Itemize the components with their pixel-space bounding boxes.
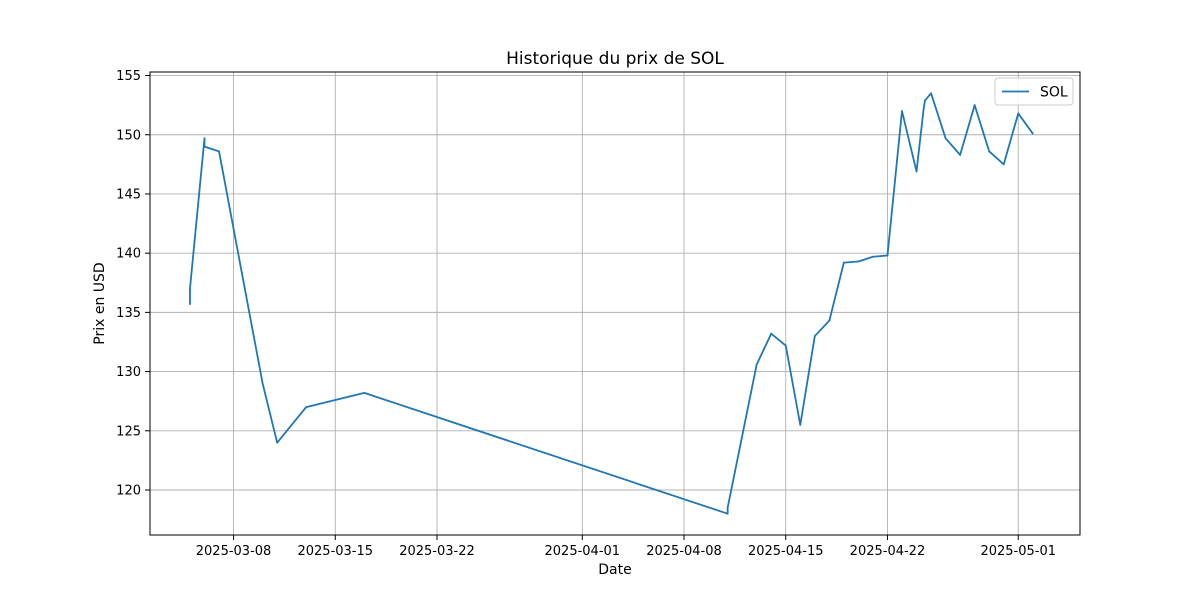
data-point bbox=[770, 332, 773, 335]
axis-ticks: 2025-03-08 2025-03-15 2025-03-22 2025-04-01… bbox=[116, 69, 1056, 559]
plot-frame bbox=[149, 71, 1081, 536]
data-point bbox=[944, 137, 947, 140]
data-point bbox=[218, 150, 220, 153]
data-point bbox=[988, 150, 991, 153]
data-point bbox=[799, 423, 802, 426]
data-point bbox=[726, 506, 729, 509]
data-point bbox=[1017, 112, 1020, 115]
y-tick-label: 135 bbox=[116, 306, 141, 321]
data-point bbox=[828, 319, 831, 322]
data-point bbox=[363, 392, 366, 394]
data-point bbox=[872, 255, 874, 258]
y-tick-label: 125 bbox=[116, 424, 141, 439]
grid-lines bbox=[150, 72, 1080, 535]
x-tick-label: 2025-04-15 bbox=[748, 544, 824, 559]
x-tick-label: 2025-04-22 bbox=[850, 544, 926, 559]
y-axis-label: Prix en USD bbox=[92, 262, 108, 344]
data-point bbox=[305, 406, 308, 409]
y-tick-label: 150 bbox=[116, 128, 141, 143]
series-layer bbox=[189, 92, 1034, 515]
data-point bbox=[1002, 163, 1005, 166]
legend-label: SOL bbox=[1040, 85, 1068, 101]
x-tick-label: 2025-04-08 bbox=[646, 544, 722, 559]
y-tick-label: 140 bbox=[116, 247, 141, 262]
data-point bbox=[1031, 132, 1034, 135]
data-point bbox=[924, 99, 926, 102]
x-tick-label: 2025-04-01 bbox=[545, 544, 621, 559]
data-point bbox=[915, 170, 918, 173]
chart-title: Historique du prix de SOL bbox=[506, 49, 724, 69]
data-point bbox=[973, 104, 976, 107]
x-axis-label: Date bbox=[598, 562, 631, 578]
data-point bbox=[901, 110, 903, 112]
series-points bbox=[189, 92, 1034, 515]
data-point bbox=[276, 441, 279, 444]
data-point bbox=[922, 106, 925, 109]
data-point bbox=[755, 363, 758, 366]
x-tick-label: 2025-05-01 bbox=[980, 544, 1056, 559]
data-point bbox=[189, 287, 191, 290]
x-tick-label: 2025-03-22 bbox=[399, 544, 475, 559]
legend-box bbox=[994, 77, 1074, 106]
x-tick-label: 2025-03-15 bbox=[297, 544, 373, 559]
data-point bbox=[857, 260, 860, 263]
data-point bbox=[784, 344, 787, 347]
data-point bbox=[203, 145, 206, 148]
data-point bbox=[930, 92, 932, 95]
y-tick-label: 120 bbox=[116, 484, 141, 499]
data-point bbox=[886, 254, 889, 257]
legend: SOL bbox=[994, 77, 1074, 106]
x-tick-label: 2025-03-08 bbox=[196, 544, 272, 559]
data-point bbox=[813, 335, 816, 337]
y-tick-label: 145 bbox=[116, 187, 141, 202]
y-tick-label: 155 bbox=[116, 69, 141, 84]
data-point bbox=[842, 261, 845, 264]
data-point bbox=[189, 303, 191, 305]
data-point bbox=[959, 153, 962, 156]
data-point bbox=[203, 137, 206, 140]
data-point bbox=[261, 382, 264, 385]
y-tick-label: 130 bbox=[116, 365, 141, 380]
data-point bbox=[726, 512, 729, 515]
